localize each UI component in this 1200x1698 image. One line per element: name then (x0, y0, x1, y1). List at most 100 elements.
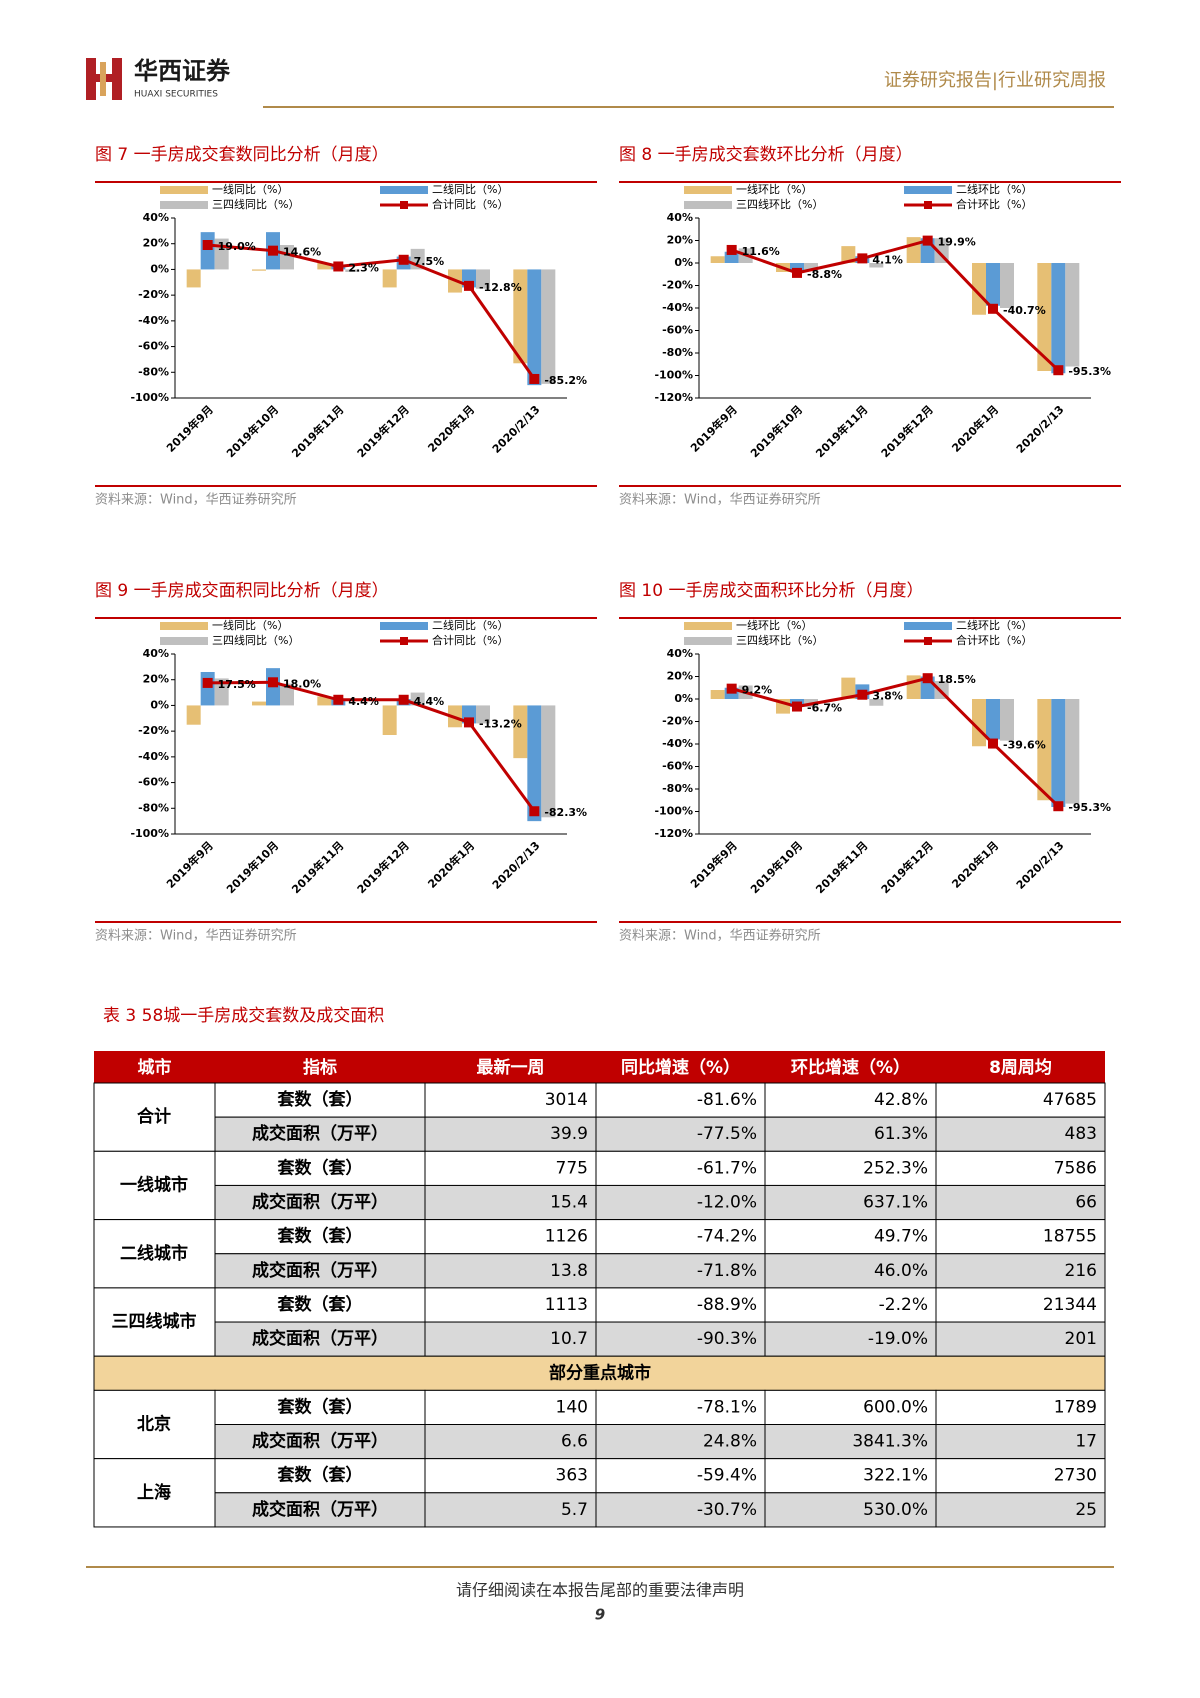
bar (476, 269, 490, 289)
cell (214, 1184, 426, 1221)
cell (214, 1389, 426, 1425)
bar (513, 269, 528, 364)
section-row (93, 1355, 1106, 1391)
y-tick-label: 40% (143, 647, 169, 660)
x-tick-label: 2019年12月 (354, 838, 412, 896)
bar (345, 269, 360, 272)
y-tick-label: -20% (662, 715, 693, 728)
legend-swatch (380, 622, 428, 630)
value-cell: -78.1% (697, 1397, 757, 1417)
bar (527, 269, 542, 386)
x-tick-label: 2020年1月 (425, 402, 478, 455)
cell (595, 1150, 766, 1186)
bar (252, 701, 266, 706)
y-tick-label: 40% (143, 211, 169, 224)
y-tick-label: -80% (662, 346, 693, 359)
y-tick-label: 0% (674, 256, 693, 269)
cell (764, 1184, 937, 1221)
value-cell: 2730 (1054, 1466, 1097, 1486)
bar (382, 705, 397, 735)
line-marker (333, 694, 344, 705)
cell (424, 1389, 597, 1425)
cell (595, 1287, 766, 1323)
cell (595, 1116, 766, 1152)
value-label: 7.5% (414, 255, 445, 268)
y-tick-label: -100% (130, 391, 169, 404)
value-cell: 17 (1075, 1432, 1097, 1452)
line-marker (988, 738, 998, 749)
source: 资料来源：Wind，华西证券研究所 (619, 928, 821, 944)
line-marker (202, 677, 213, 688)
y-tick-label: -40% (138, 750, 169, 763)
value-label: -12.8% (479, 281, 522, 294)
legend-label: 二线同比（%） (432, 182, 508, 196)
x-tick-label: 2019年10月 (223, 402, 281, 460)
value-cell: 49.7% (874, 1227, 928, 1247)
source: 资料来源：Wind，华西证券研究所 (95, 492, 297, 508)
bar (317, 263, 332, 270)
value-cell: 18755 (1043, 1227, 1097, 1247)
value-cell: 252.3% (863, 1158, 928, 1178)
line-marker (792, 701, 802, 712)
x-tick-label: 2019年11月 (813, 838, 871, 896)
x-tick-label: 2019年11月 (289, 838, 347, 896)
cell (935, 1492, 1106, 1528)
value-cell: 5.7 (561, 1500, 588, 1520)
x-tick-label: 2019年11月 (289, 402, 347, 460)
bar (906, 675, 921, 699)
header-cell: 同比增速（%） (621, 1057, 740, 1078)
value-cell: 46.0% (874, 1261, 928, 1281)
cell (214, 1424, 426, 1460)
legend-label: 三四线环比（%） (736, 197, 823, 211)
cell (764, 1458, 937, 1494)
logo (86, 58, 122, 100)
disclaimer: 请仔细阅读在本报告尾部的重要法律声明 (456, 1581, 744, 1600)
value-label: 19.9% (938, 236, 976, 249)
legend-label: 二线环比（%） (956, 618, 1032, 632)
legend-label: 三四线同比（%） (212, 633, 299, 647)
bar (710, 256, 725, 263)
cell (424, 1116, 597, 1152)
bar (1037, 263, 1052, 371)
line (207, 243, 536, 380)
report-type: 证券研究报告|行业研究周报 (884, 70, 1106, 91)
city: 北京 (137, 1414, 171, 1435)
value-cell: 140 (556, 1397, 588, 1417)
header-cell: 最新一周 (477, 1057, 545, 1078)
bar (200, 672, 215, 706)
legend-label: 三四线环比（%） (736, 633, 823, 647)
line-marker (922, 235, 933, 246)
city-cell (93, 1219, 216, 1289)
x-tick-label: 2020/2/13 (490, 403, 543, 456)
cell (424, 1321, 597, 1357)
cell (764, 1424, 937, 1460)
bar (804, 263, 818, 271)
legend-swatch (904, 186, 952, 194)
y-tick-label: -100% (654, 369, 693, 382)
value-cell: 24.8% (703, 1432, 757, 1452)
cell (214, 1253, 426, 1289)
city: 一线城市 (120, 1174, 188, 1195)
source: 资料来源：Wind，华西证券研究所 (619, 492, 821, 508)
brand: 华西证券 (134, 57, 231, 85)
value-cell: 13.8 (550, 1261, 588, 1281)
y-tick-label: 20% (667, 234, 693, 247)
y-tick-label: 20% (143, 237, 169, 250)
value-label: -95.3% (1068, 801, 1111, 814)
line-marker (1053, 365, 1064, 376)
bar (527, 705, 542, 822)
legend-marker (400, 201, 408, 209)
legend-marker (400, 637, 408, 645)
cell (935, 1424, 1106, 1460)
cell (935, 1116, 1106, 1152)
x-tick-label: 2019年12月 (354, 402, 412, 460)
value-cell: 775 (556, 1158, 588, 1178)
legend-swatch (904, 622, 952, 630)
value-cell: -61.7% (697, 1158, 757, 1178)
bar (513, 705, 528, 759)
metric: 套数（套） (277, 1465, 363, 1486)
value-cell: 1113 (545, 1295, 588, 1315)
value-label: -40.7% (1003, 304, 1046, 317)
header-cell: 8周周均 (989, 1057, 1052, 1078)
value-cell: 530.0% (863, 1500, 928, 1520)
